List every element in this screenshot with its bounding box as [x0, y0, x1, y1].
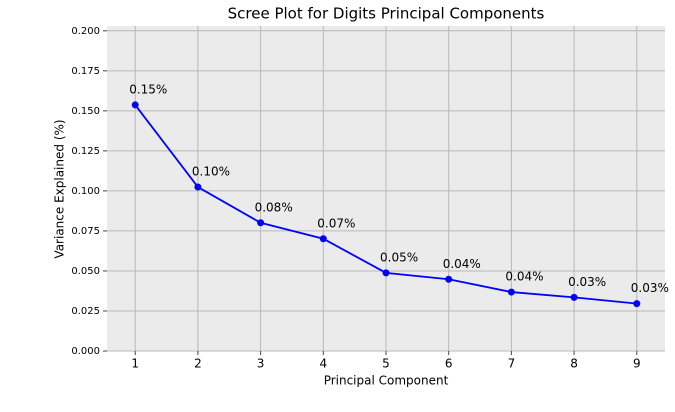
y-tick-label: 0.150 [71, 106, 100, 117]
y-tick-label: 0.200 [71, 26, 100, 37]
marker [570, 293, 578, 301]
y-tick-label: 0.075 [71, 226, 100, 237]
marker [131, 101, 139, 109]
x-tick-label: 5 [382, 357, 390, 371]
x-tick-label: 1 [131, 357, 139, 371]
data-label: 0.04% [505, 270, 543, 284]
x-tick-label: 4 [319, 357, 327, 371]
y-tick-label: 0.050 [71, 266, 100, 277]
x-tick-label: 9 [633, 357, 641, 371]
marker [445, 275, 453, 283]
marker [257, 219, 265, 227]
y-tick-label: 0.175 [71, 66, 100, 77]
data-label: 0.03% [631, 281, 669, 295]
data-label: 0.04% [443, 257, 481, 271]
marker [382, 269, 390, 277]
marker [633, 300, 641, 308]
marker [507, 288, 515, 296]
marker [319, 235, 327, 243]
y-axis-label: Variance Explained (%) [53, 119, 67, 258]
data-label: 0.05% [380, 250, 418, 264]
x-tick-label: 7 [508, 357, 516, 371]
x-axis-label: Principal Component [324, 374, 449, 388]
data-label: 0.07% [317, 216, 355, 230]
data-label: 0.10% [192, 165, 230, 179]
x-tick-label: 8 [570, 357, 578, 371]
y-tick-label: 0.100 [71, 186, 100, 197]
y-tick-label: 0.000 [71, 346, 100, 357]
marker [194, 183, 202, 191]
x-tick-label: 6 [445, 357, 453, 371]
data-label: 0.08% [255, 200, 293, 214]
x-tick-label: 3 [257, 357, 265, 371]
y-tick-label: 0.025 [71, 306, 100, 317]
data-label: 0.03% [568, 275, 606, 289]
chart-title: Scree Plot for Digits Principal Componen… [228, 5, 545, 23]
x-tick-label: 2 [194, 357, 202, 371]
data-label: 0.15% [129, 82, 167, 96]
y-tick-label: 0.125 [71, 146, 100, 157]
